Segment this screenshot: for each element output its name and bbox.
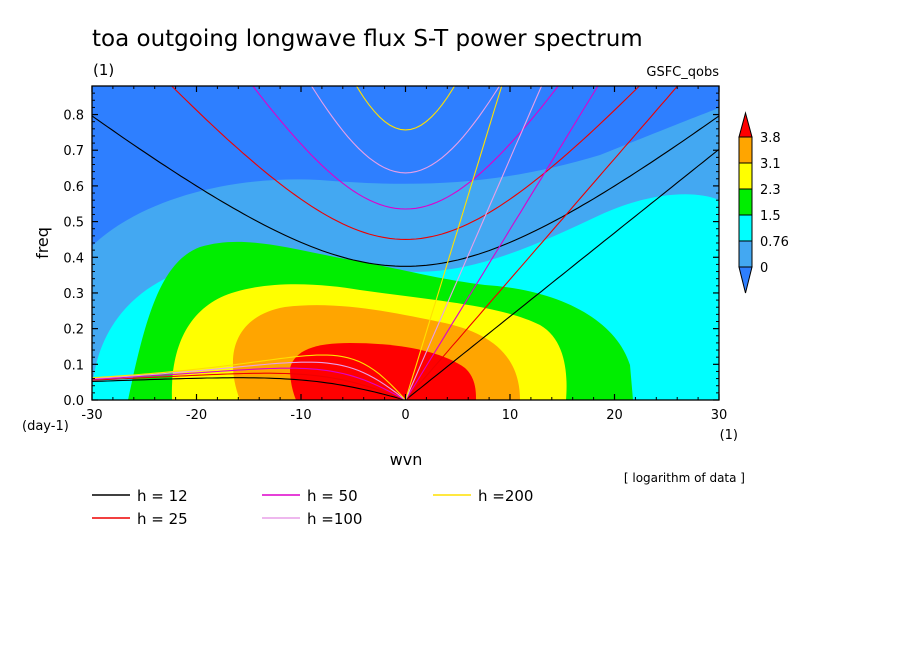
legend-label-h12: h = 12 bbox=[137, 487, 188, 505]
dispersion-curves bbox=[92, 86, 719, 400]
legend-label-h200: h =200 bbox=[478, 487, 533, 505]
colorbar-label: 2.3 bbox=[760, 183, 781, 198]
kelvin-curve-h200 bbox=[404, 86, 503, 400]
y-tick-label: 0.5 bbox=[63, 216, 84, 231]
colorbar-label: 3.1 bbox=[760, 157, 781, 172]
colorbar-min-arrow bbox=[738, 266, 753, 294]
x-axis-label: wvn bbox=[390, 450, 423, 469]
legend-label-h25: h = 25 bbox=[137, 510, 188, 528]
ig-curve-h12 bbox=[92, 115, 719, 267]
legend-label-h50: h = 50 bbox=[307, 487, 358, 505]
contour-fills bbox=[92, 86, 719, 400]
x-unit-label: (1) bbox=[720, 428, 738, 443]
x-tick-label: 30 bbox=[711, 408, 728, 423]
colorbar-segment bbox=[738, 214, 753, 242]
y-axis: 0.0 0.1 0.2 0.3 0.4 0.5 0.6 0.7 0.8 bbox=[63, 92, 719, 409]
data-note: [ logarithm of data ] bbox=[624, 471, 745, 485]
rossby-curve-h12 bbox=[92, 377, 406, 400]
plot-area bbox=[92, 86, 719, 400]
colorbar-label: 0 bbox=[760, 261, 768, 276]
colorbar-segment bbox=[738, 162, 753, 190]
x-tick-label: 20 bbox=[606, 408, 623, 423]
colorbar-segment bbox=[738, 136, 753, 164]
colorbar-segment bbox=[738, 188, 753, 216]
y-axis-label: freq bbox=[33, 227, 52, 259]
kelvin-curve-h50 bbox=[405, 86, 599, 400]
ig-curve-h50 bbox=[252, 86, 559, 210]
kelvin-curve-h100 bbox=[404, 86, 543, 400]
chart-subtitle-right: GSFC_qobs bbox=[646, 65, 719, 80]
colorbar-label: 1.5 bbox=[760, 209, 781, 224]
colorbar-label: 3.8 bbox=[760, 131, 781, 146]
rossby-curve-h200 bbox=[92, 354, 406, 400]
legend-label-h100: h =100 bbox=[307, 510, 362, 528]
curve-legend: h = 12 h = 25 h = 50 h =100 h =200 bbox=[92, 487, 533, 528]
colorbar: 0 0.76 1.5 2.3 3.1 3.8 bbox=[738, 111, 789, 294]
y-tick-label: 0.1 bbox=[63, 358, 84, 373]
y-tick-label: 0.3 bbox=[63, 287, 84, 302]
ig-curve-h100 bbox=[310, 86, 501, 174]
x-tick-label: 0 bbox=[401, 408, 409, 423]
ig-curve-h25 bbox=[170, 86, 641, 240]
kelvin-curve-h12 bbox=[405, 148, 719, 400]
y-tick-label: 0.0 bbox=[63, 394, 84, 409]
x-tick-label: 10 bbox=[502, 408, 519, 423]
x-tick-label: -20 bbox=[186, 408, 207, 423]
ig-curve-h200 bbox=[355, 86, 456, 131]
colorbar-segment bbox=[738, 240, 753, 268]
rossby-curve-h25 bbox=[92, 372, 406, 400]
y-tick-label: 0.2 bbox=[63, 323, 84, 338]
rossby-curve-h100 bbox=[92, 361, 406, 400]
colorbar-label: 0.76 bbox=[760, 235, 789, 250]
y-unit-label: (day-1) bbox=[22, 419, 69, 434]
chart-title: toa outgoing longwave flux S-T power spe… bbox=[92, 26, 643, 52]
x-axis: -30 -20 -10 0 10 20 30 bbox=[81, 86, 727, 423]
x-tick-label: -30 bbox=[81, 408, 102, 423]
x-tick-label: -10 bbox=[290, 408, 311, 423]
colorbar-max-arrow bbox=[738, 111, 753, 138]
chart-subtitle-left: (1) bbox=[93, 61, 114, 79]
y-tick-label: 0.6 bbox=[63, 180, 84, 195]
y-tick-label: 0.7 bbox=[63, 144, 84, 159]
rossby-curve-h50 bbox=[92, 367, 406, 400]
band-above-3.8 bbox=[290, 343, 476, 400]
y-tick-label: 0.4 bbox=[63, 251, 84, 266]
y-tick-label: 0.8 bbox=[63, 109, 84, 124]
kelvin-curve-h25 bbox=[405, 86, 679, 400]
